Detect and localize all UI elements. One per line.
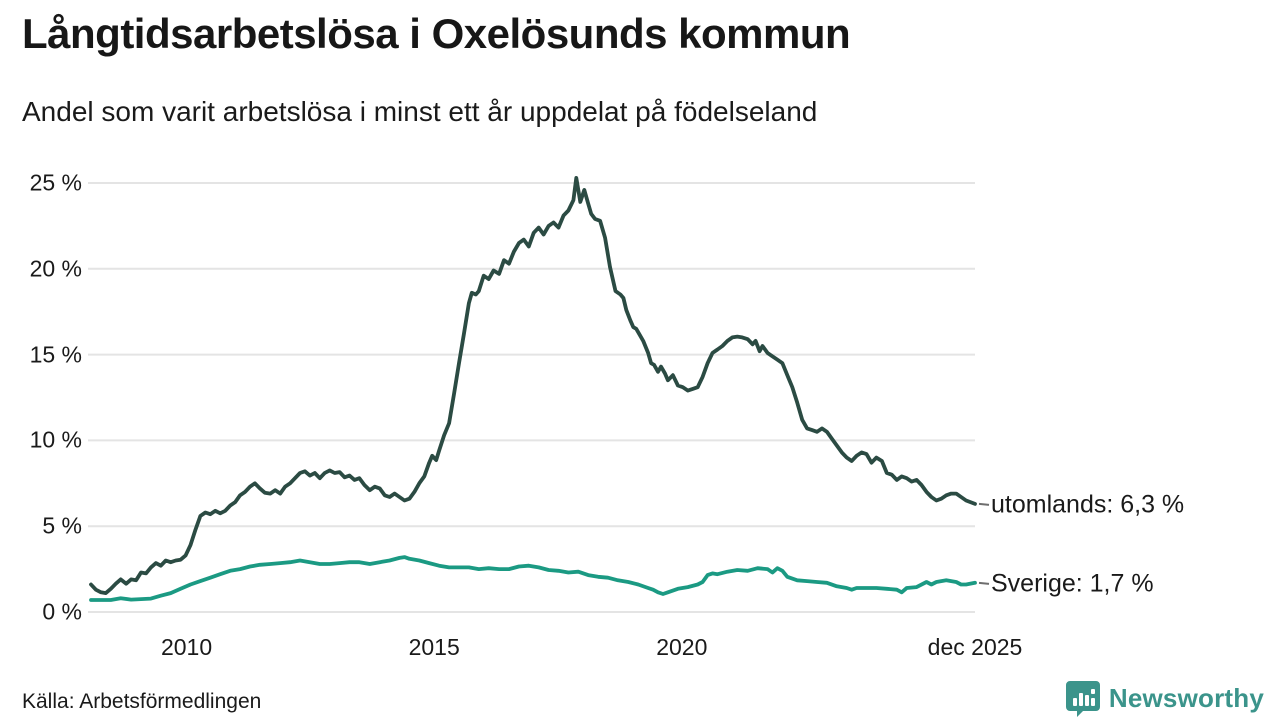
end-label-Sverige: Sverige: 1,7 %	[991, 569, 1154, 598]
page-subtitle: Andel som varit arbetslösa i minst ett å…	[22, 96, 818, 127]
x-tick-label-dec-2025: dec 2025	[927, 634, 1023, 660]
series-line-utomlands	[89, 175, 977, 595]
newsworthy-branding: Newsworthy	[1065, 680, 1264, 717]
end-label-utomlands: utomlands: 6,3 %	[991, 490, 1185, 519]
newsworthy-pin-barchart-icon	[1065, 681, 1100, 717]
y-tick-label-15: 15 %	[29, 341, 82, 368]
page-title: Långtidsarbetslösa i Oxelösunds kommun	[22, 10, 851, 57]
y-tick-label-5: 5 %	[42, 512, 82, 539]
x-tick-label-2020: 2020	[656, 634, 708, 660]
newsworthy-wordmark: Newsworthy	[1108, 683, 1264, 713]
end-label-connector-Sverige	[978, 581, 990, 585]
y-tick-label-0: 0 %	[42, 598, 82, 625]
y-tick-label-10: 10 %	[29, 426, 82, 453]
x-tick-label-2010: 2010	[160, 634, 213, 660]
end-label-connector-utomlands	[978, 502, 990, 506]
series-line-Sverige	[89, 555, 977, 602]
source-note: Källa: Arbetsförmedlingen	[22, 690, 262, 713]
y-tick-label-25: 25 %	[29, 169, 82, 196]
x-tick-label-2015: 2015	[408, 634, 460, 660]
y-tick-label-20: 20 %	[29, 255, 82, 282]
